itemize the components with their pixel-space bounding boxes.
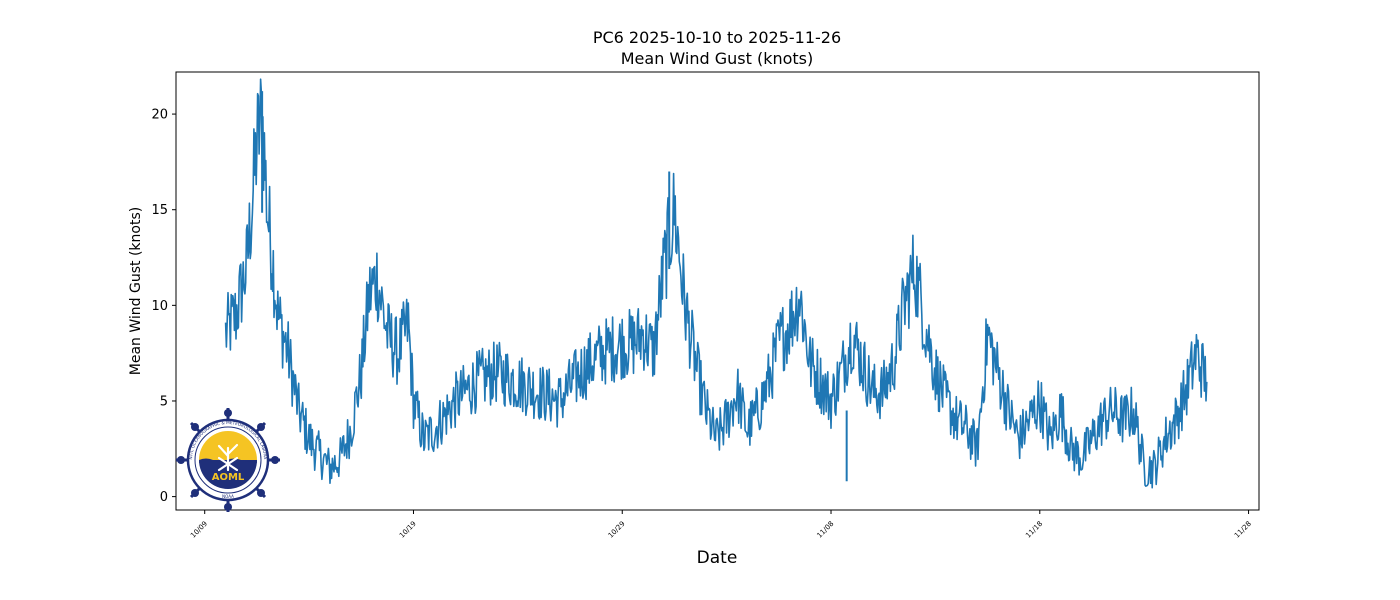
series-group xyxy=(224,78,1208,489)
chart-title: PC6 2025-10-10 to 2025-11-26 xyxy=(593,28,841,47)
y-tick-label: 20 xyxy=(151,108,168,123)
plot-frame xyxy=(175,71,1260,511)
y-tick-label: 0 xyxy=(160,490,168,505)
logo-subtext: NOAA xyxy=(222,494,234,499)
logo-text: AOML xyxy=(212,472,245,483)
aoml-logo: ATLANTIC OCEANOGRAPHIC & METEOROLOGICAL … xyxy=(176,408,280,512)
chart-subtitle: Mean Wind Gust (knots) xyxy=(621,49,814,68)
series-line xyxy=(224,78,1208,489)
y-axis-label: Mean Wind Gust (knots) xyxy=(128,207,144,375)
logo-tree-icon xyxy=(217,443,239,472)
y-tick-label: 5 xyxy=(160,394,168,409)
y-axis-ticks: 0 5 10 15 20 xyxy=(151,108,176,505)
y-tick-label: 15 xyxy=(151,203,168,218)
y-tick-label: 10 xyxy=(151,299,168,314)
wheel-knobs xyxy=(177,409,279,511)
x-axis-label: Date xyxy=(697,548,738,568)
